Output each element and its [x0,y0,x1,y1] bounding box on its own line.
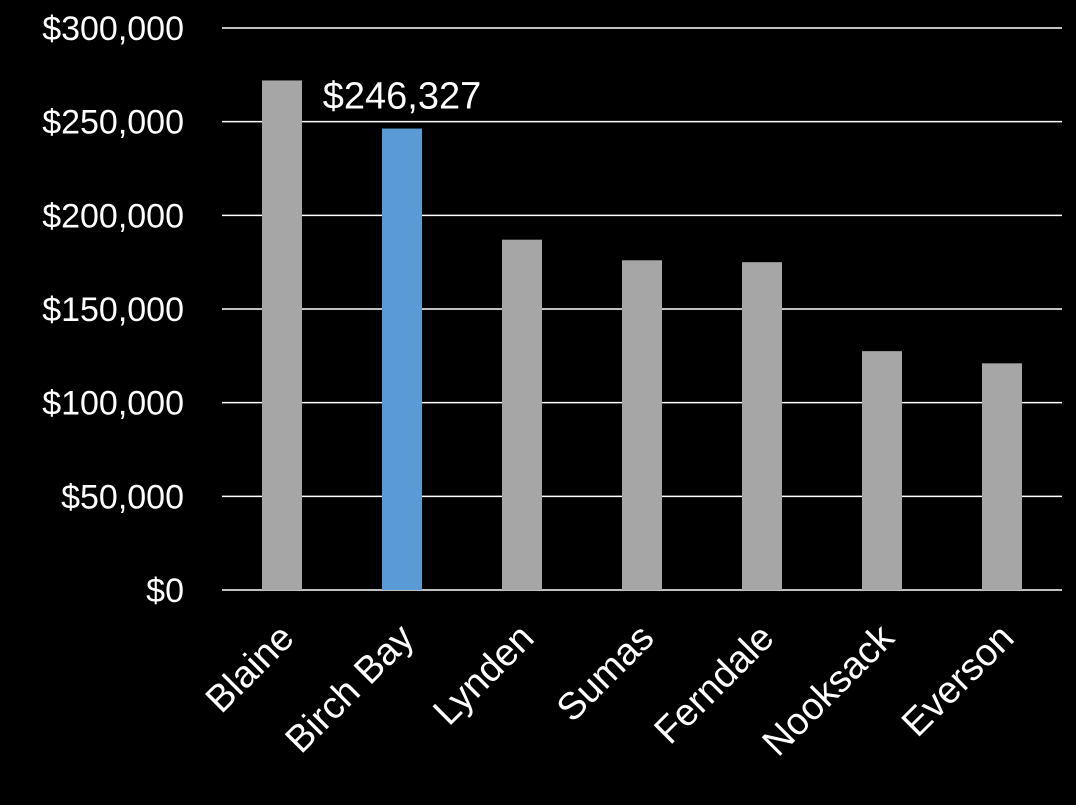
y-tick-label: $200,000 [42,197,184,235]
bar [622,260,662,590]
bar [742,262,782,590]
y-tick-label: $0 [146,572,184,610]
y-tick-label: $100,000 [42,385,184,423]
x-tick-label: Everson [894,617,1022,745]
y-tick-label: $250,000 [42,104,184,142]
bar [502,239,542,591]
bar [862,351,902,590]
y-tick-label: $150,000 [42,291,184,329]
x-tick-label: Lynden [426,617,543,734]
x-tick-label: Nooksack [755,616,903,764]
y-tick-label: $300,000 [42,10,184,48]
data-label: $246,327 [323,76,482,118]
bar [982,363,1022,590]
data-labels: $246,327 [323,76,482,118]
bars [262,80,1022,591]
x-tick-label: Blaine [198,617,302,721]
x-tick-label: Birch Bay [278,617,423,762]
bar-highlighted [382,128,422,590]
y-tick-label: $50,000 [61,478,184,516]
y-axis-tick-labels: $0 $50,000 $100,000 $150,000 $200,000 $250,00… [42,10,184,610]
bar [262,80,302,590]
x-tick-label: Sumas [549,617,662,730]
